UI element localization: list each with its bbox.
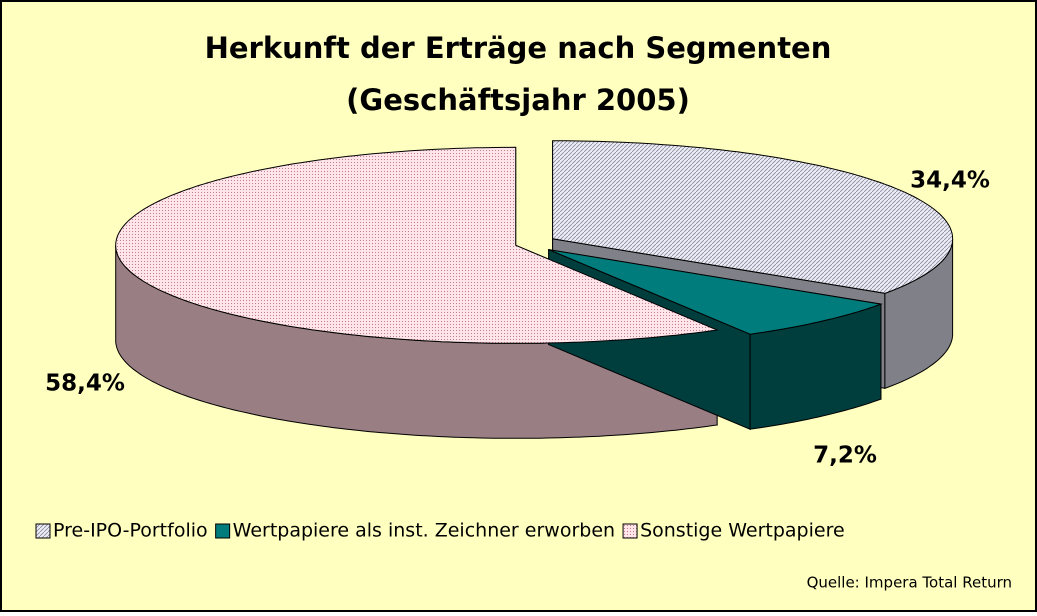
chart-title: (Geschäftsjahr 2005) — [346, 83, 690, 117]
legend-label: Pre-IPO-Portfolio — [53, 520, 208, 542]
slice — [115, 146, 719, 344]
slice — [552, 140, 954, 294]
legend-label: Wertpapiere als inst. Zeichner erworben — [233, 520, 615, 542]
legend-label: Sonstige Wertpapiere — [640, 520, 845, 542]
legend: Pre-IPO-Portfolio Wertpapiere als inst. Z… — [35, 520, 845, 542]
data-label: 58,4% — [45, 371, 125, 397]
pie — [115, 140, 954, 439]
legend-swatch — [215, 523, 231, 539]
data-label: 34,4% — [910, 168, 990, 194]
legend-swatch — [622, 523, 638, 539]
source: Quelle: Impera Total Return — [807, 574, 1012, 592]
slice — [548, 249, 883, 335]
legend-swatch — [35, 523, 51, 539]
data-label: 7,2% — [813, 443, 877, 469]
chart-title: Herkunft der Erträge nach Segmenten — [205, 31, 832, 65]
